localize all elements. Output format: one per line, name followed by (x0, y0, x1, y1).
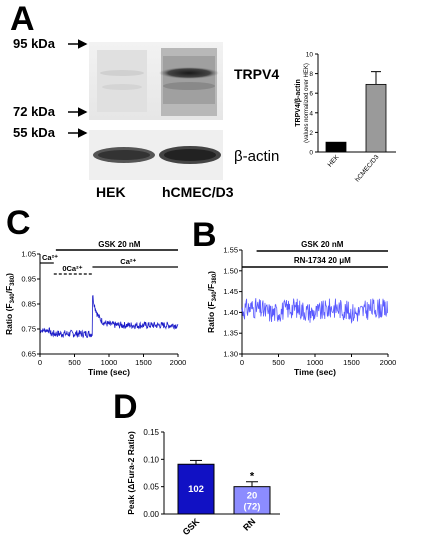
c-ca-free-label: 0Ca²⁺ (62, 264, 82, 273)
b-xtick-label: 0 (240, 358, 244, 367)
b-ytick-label: 1.55 (223, 246, 238, 255)
panel-letter-a: A (10, 0, 35, 38)
d-bar-label: 20 (247, 490, 258, 501)
panel-letter-d: D (113, 388, 138, 426)
b-trace-line (241, 298, 388, 325)
c-ytick-label: 1.05 (21, 250, 36, 259)
a-ytick-label: 2 (309, 130, 313, 137)
c-trace-line (39, 295, 179, 339)
d-ytick-label: 0.00 (143, 510, 159, 519)
b-xtick-label: 1500 (343, 358, 360, 367)
c-xtick-label: 1000 (101, 358, 118, 367)
marker-95-kda: 95 kDa (13, 36, 55, 51)
c-ylabel: Ratio (F340/F380) (4, 273, 16, 335)
d-ytick-label: 0.10 (143, 455, 159, 464)
c-ytick-label: 0.65 (21, 350, 36, 359)
d-significance: * (250, 471, 255, 483)
c-ytick-label: 0.95 (21, 275, 36, 284)
a-category-label: HEK (327, 153, 341, 168)
a-ytick-label: 0 (309, 150, 313, 157)
chart-c-calcium-trace: 0 500 1000 1500 2000 0.65 0.75 0.85 0.95 1.05 Time… (4, 240, 187, 377)
b-ylabel: Ratio (F340/F380) (206, 271, 218, 333)
lane-label-hcmec: hCMEC/D3 (162, 184, 234, 200)
a-bar (325, 141, 347, 153)
c-ytick-label: 0.75 (21, 325, 36, 334)
d-bar (177, 463, 215, 515)
marker-arrows (68, 39, 88, 138)
a-ytick-label: 10 (306, 52, 314, 59)
western-blot-trpv4 (89, 42, 223, 120)
d-ylabel: Peak (ΔFura-2 Ratio) (126, 431, 136, 515)
panel-letter-c: C (6, 204, 31, 242)
label-beta-actin: β-actin (234, 148, 280, 165)
panel-letter-b: B (192, 216, 217, 254)
b-ytick-label: 1.45 (223, 287, 238, 296)
d-category-label: RN (241, 516, 257, 532)
b-ytick-label: 1.50 (223, 266, 238, 275)
d-bar-label: 102 (188, 484, 204, 495)
lane-label-hek: HEK (96, 184, 126, 200)
c-xtick-label: 500 (68, 358, 81, 367)
a-ylabel: TRPV4/β-actin (295, 79, 302, 126)
a-ytick-label: 4 (309, 110, 313, 117)
b-ytick-label: 1.35 (223, 329, 238, 338)
c-ca-return-label: Ca²⁺ (120, 257, 136, 266)
a-category-label: hCMEC/D3 (354, 153, 381, 183)
a-ytick-label: 6 (309, 91, 313, 98)
b-xtick-label: 2000 (380, 358, 397, 367)
b-xlabel: Time (sec) (294, 367, 336, 377)
chart-b-rn1734-trace: 0 500 1000 1500 2000 1.30 1.35 1.40 1.45 1.50 1.55… (206, 240, 397, 377)
d-bar-label: (72) (244, 501, 261, 512)
d-ytick-label: 0.15 (143, 428, 159, 437)
marker-55-kda: 55 kDa (13, 125, 55, 140)
c-xlabel: Time (sec) (88, 367, 130, 377)
d-category-label: GSK (181, 516, 202, 537)
chart-a-trpv4-quant: 0 2 4 6 8 10 HEK hCMEC/D3 TRPV4/β-actin (values n… (295, 52, 396, 183)
marker-72-kda: 72 kDa (13, 104, 55, 119)
c-xtick-label: 0 (38, 358, 42, 367)
b-gsk-label: GSK 20 nM (301, 240, 344, 249)
c-ytick-label: 0.85 (21, 300, 36, 309)
d-ytick-label: 0.05 (143, 483, 159, 492)
c-xtick-label: 2000 (170, 358, 187, 367)
a-ytick-label: 8 (309, 71, 313, 78)
c-xtick-label: 1500 (135, 358, 152, 367)
b-ytick-label: 1.30 (223, 350, 238, 359)
b-xtick-label: 500 (272, 358, 285, 367)
b-ytick-label: 1.40 (223, 308, 238, 317)
label-trpv4: TRPV4 (234, 66, 280, 82)
a-ylabel-sub: (values normalized over HEK) (304, 63, 310, 143)
c-gsk-label: GSK 20 nM (98, 240, 141, 249)
b-xtick-label: 1000 (307, 358, 324, 367)
chart-d-peak-bars: 0.00 0.05 0.10 0.15 Peak (ΔFura-2 Ratio) 102 G… (126, 428, 280, 537)
c-ca-start-label: Ca²⁺ (42, 253, 58, 262)
a-bar (365, 83, 387, 153)
western-blot-actin (89, 130, 223, 180)
b-rn-label: RN-1734 20 μM (294, 256, 351, 265)
